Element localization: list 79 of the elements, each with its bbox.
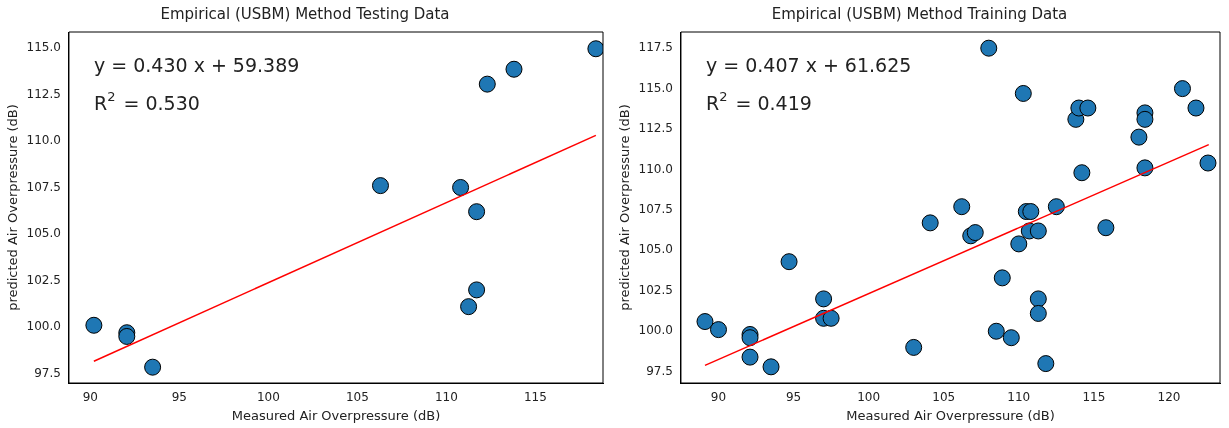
point: [1022, 203, 1040, 221]
point: [953, 198, 971, 216]
point: [741, 329, 759, 347]
point: [1130, 128, 1148, 146]
y-tick-label: 110.0: [638, 161, 673, 176]
x-tick-label: 120: [1157, 390, 1181, 405]
chart-title: Empirical (USBM) Method Training Data: [771, 4, 1068, 23]
point: [696, 313, 714, 331]
point: [587, 40, 603, 58]
y-tick-label: 97.5: [34, 365, 61, 380]
point: [709, 321, 727, 339]
point: [460, 298, 478, 316]
point: [815, 290, 833, 308]
point: [1029, 222, 1047, 240]
point: [780, 253, 798, 271]
x-tick-label: 100: [857, 390, 881, 405]
x-tick-label: 110: [1007, 390, 1031, 405]
point: [822, 309, 840, 327]
y-tick-label: 102.5: [638, 282, 673, 297]
point: [1014, 84, 1032, 102]
x-tick-label: 90: [82, 390, 98, 405]
x-tick-label: 115: [523, 390, 547, 405]
point: [1037, 355, 1055, 373]
x-axis-title: Measured Air Overpressure (dB): [846, 407, 1055, 423]
y-tick-label: 112.5: [26, 86, 61, 101]
point: [741, 348, 759, 366]
point: [1136, 110, 1154, 128]
point: [478, 75, 496, 93]
point: [144, 358, 162, 376]
x-tick-label: 95: [171, 390, 187, 405]
point: [762, 358, 780, 376]
x-tick-label: 115: [1082, 390, 1106, 405]
x-tick-label: 100: [256, 390, 280, 405]
x-tick-label: 105: [345, 390, 369, 405]
point: [993, 269, 1011, 287]
point: [85, 316, 103, 334]
y-tick-label: 115.0: [26, 39, 61, 54]
y-tick-label: 107.5: [26, 179, 61, 194]
point: [468, 281, 486, 299]
point: [1173, 80, 1191, 98]
point: [987, 322, 1005, 340]
point: [1002, 329, 1020, 347]
y-tick-label: 105.0: [26, 226, 61, 241]
y-tick-label: 105.0: [638, 242, 673, 257]
point: [452, 178, 470, 196]
point: [921, 214, 939, 232]
point: [1073, 164, 1091, 182]
chart-title: Empirical (USBM) Method Testing Data: [160, 4, 450, 23]
x-tick-label: 110: [434, 390, 458, 405]
y-tick-label: 97.5: [646, 363, 673, 378]
point: [1187, 99, 1205, 117]
point: [1029, 290, 1047, 308]
point: [1010, 235, 1028, 253]
y-tick-label: 115.0: [638, 80, 673, 95]
point: [468, 203, 486, 221]
point: [1029, 304, 1047, 322]
y-axis-title: predicted Air Overpressure (dB): [5, 104, 21, 311]
point: [980, 39, 998, 57]
annotation: y = 0.407 x + 61.625: [705, 54, 912, 76]
point: [905, 338, 923, 356]
annotation: y = 0.430 x + 59.389: [93, 54, 300, 76]
x-tick-label: 105: [932, 390, 956, 405]
y-tick-label: 117.5: [638, 40, 673, 55]
y-tick-label: 107.5: [638, 202, 673, 217]
point: [1097, 219, 1115, 237]
y-tick-label: 102.5: [26, 272, 61, 287]
y-tick-label: 110.0: [26, 133, 61, 148]
y-tick-label: 112.5: [638, 121, 673, 136]
point: [1079, 99, 1097, 117]
y-tick-label: 100.0: [638, 323, 673, 338]
point: [1199, 154, 1217, 172]
x-tick-label: 90: [710, 390, 727, 405]
point: [505, 60, 523, 78]
x-tick-label: 95: [785, 390, 802, 405]
x-axis-title: Measured Air Overpressure (dB): [231, 407, 441, 423]
y-axis-title: predicted Air Overpressure (dB): [617, 104, 633, 311]
y-tick-label: 100.0: [26, 319, 61, 334]
point: [966, 224, 984, 242]
point: [371, 177, 389, 195]
